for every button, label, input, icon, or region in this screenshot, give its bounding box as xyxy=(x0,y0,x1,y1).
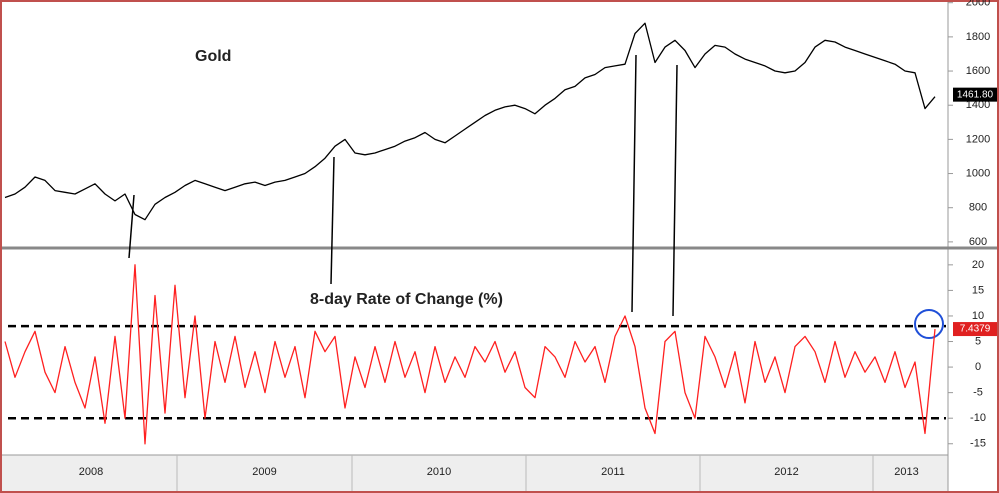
x-tick-label: 2009 xyxy=(252,466,276,478)
y-tick-label: 15 xyxy=(972,284,984,296)
series-line xyxy=(4,22,936,221)
y-tick-label: 0 xyxy=(975,361,981,373)
series-line xyxy=(4,264,936,445)
y-tick-label: 800 xyxy=(969,202,987,214)
y-tick-label: -15 xyxy=(970,438,986,450)
roc-title: 8-day Rate of Change (%) xyxy=(310,291,503,308)
y-tick-label: 1800 xyxy=(966,31,990,43)
last-value-label: 7.4379 xyxy=(960,324,991,335)
y-tick-label: -5 xyxy=(973,387,983,399)
y-tick-label: 20 xyxy=(972,259,984,271)
y-tick-label: 1000 xyxy=(966,167,990,179)
pointer-lines xyxy=(128,54,678,317)
y-tick-label: 10 xyxy=(972,310,984,322)
x-tick-label: 2008 xyxy=(79,466,103,478)
y-tick-label: 1600 xyxy=(966,65,990,77)
x-axis-band xyxy=(2,455,948,491)
last-value-box xyxy=(953,87,997,102)
y-tick-label: 1200 xyxy=(966,133,990,145)
y-tick-label: -10 xyxy=(970,412,986,424)
last-value-box xyxy=(953,322,997,337)
gold-title: Gold xyxy=(195,48,231,65)
y-tick-label: 600 xyxy=(969,236,987,248)
last-value-label: 1461.80 xyxy=(957,89,994,100)
x-tick-label: 2012 xyxy=(774,466,798,478)
x-tick-label: 2011 xyxy=(601,466,625,478)
x-tick-label: 2013 xyxy=(894,466,918,478)
y-tick-label: 1400 xyxy=(966,99,990,111)
y-tick-label: 2000 xyxy=(966,0,990,9)
x-tick-label: 2010 xyxy=(427,466,451,478)
y-tick-label: 5 xyxy=(975,335,981,347)
highlight-circle xyxy=(914,309,944,339)
